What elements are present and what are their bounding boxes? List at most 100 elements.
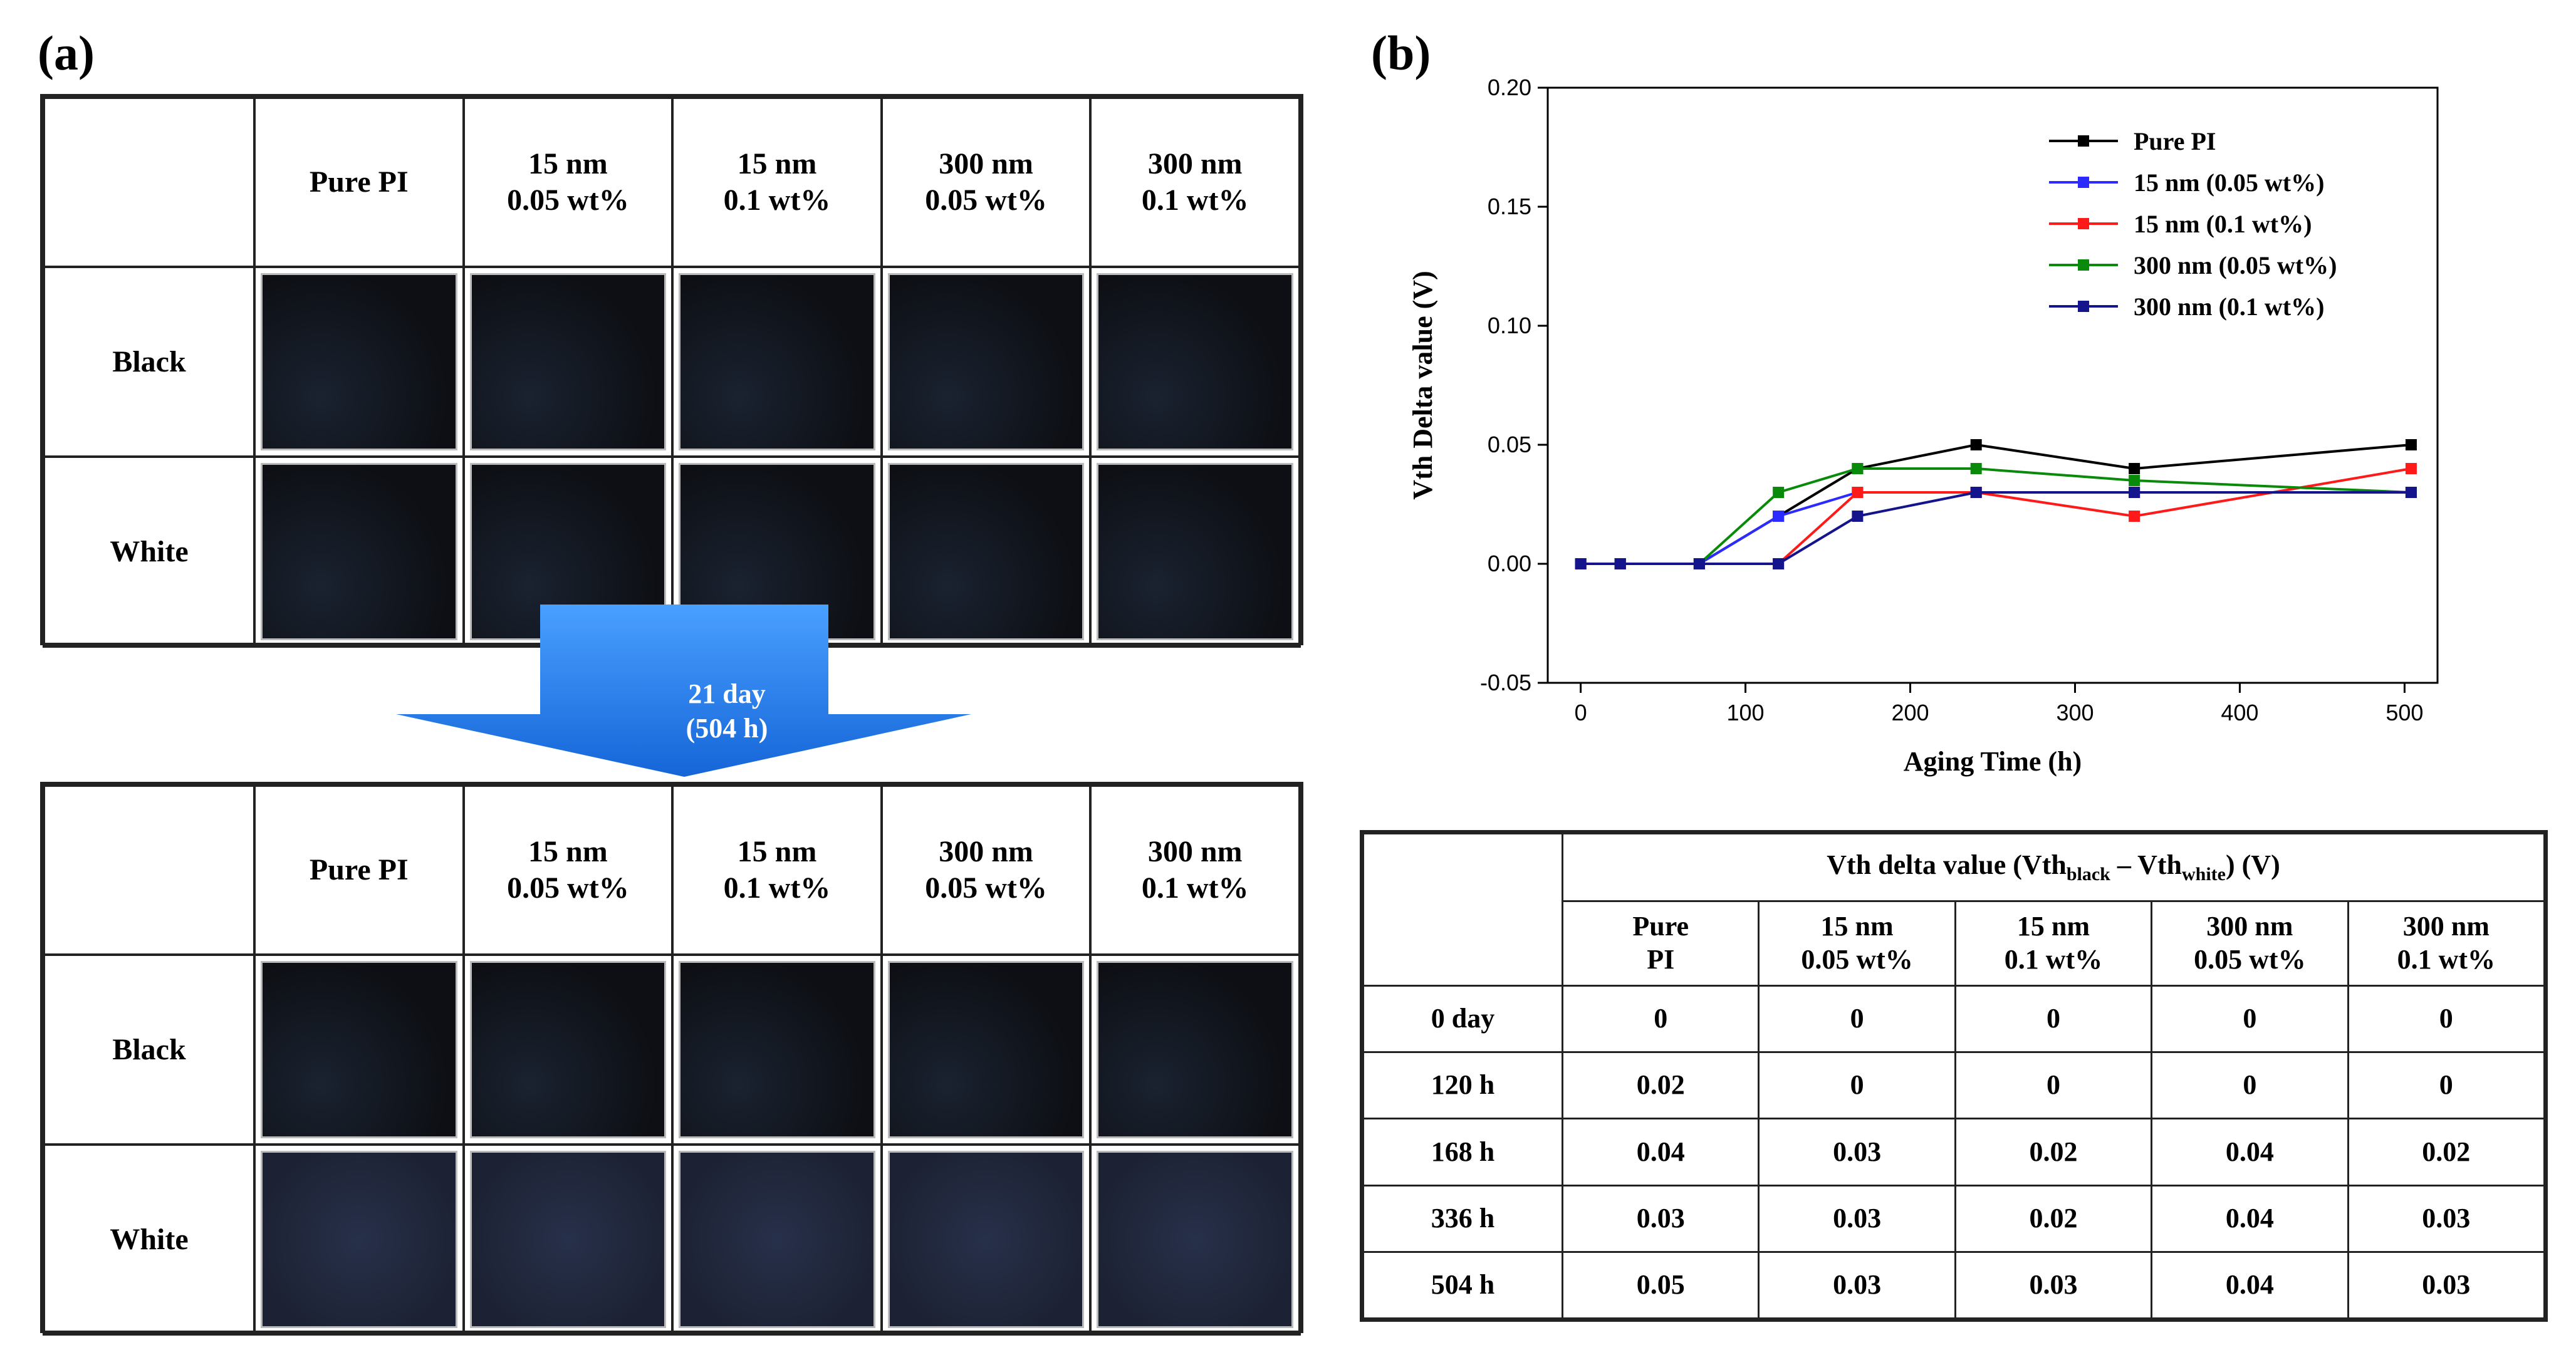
y-tick-label: 0.15 — [1488, 194, 1531, 219]
row-label: 336 h — [1362, 1184, 1563, 1253]
sample-image — [261, 463, 457, 640]
table-row: 336 h 0.03 0.03 0.02 0.04 0.03 — [1362, 1184, 2546, 1253]
table-col-header: 15 nm 0.1 wt% — [1954, 900, 2153, 987]
y-tick-label: 0.00 — [1488, 551, 1531, 576]
table-cell: 0.02 — [2347, 1118, 2546, 1186]
series-line — [1580, 443, 2412, 565]
legend-label: 300 nm (0.05 wt%) — [2134, 251, 2337, 279]
data-point — [2405, 439, 2417, 450]
sample-image — [261, 961, 457, 1138]
sample-image — [261, 273, 457, 450]
col-header-300nm-005: 300 nm 0.05 wt% — [880, 784, 1092, 956]
row-label: 120 h — [1362, 1051, 1563, 1120]
x-axis-label: Aging Time (h) — [1904, 746, 2082, 777]
sample-image — [679, 273, 875, 450]
sample-image — [679, 1151, 875, 1328]
x-tick-label: 200 — [1891, 700, 1929, 725]
table-cell: 0.02 — [1954, 1184, 2153, 1253]
data-point — [1773, 511, 1785, 522]
table-cell: 0.03 — [1758, 1250, 1956, 1320]
row-label-black: Black — [43, 266, 256, 458]
table-cell: 0 — [1954, 984, 2153, 1054]
table-cell: 0 — [1561, 984, 1760, 1054]
table-cell: 0.03 — [2347, 1184, 2546, 1253]
x-tick-label: 500 — [2386, 700, 2423, 725]
table-cell: 0.04 — [2151, 1250, 2349, 1320]
sample-image — [887, 463, 1085, 640]
sample-image — [1097, 961, 1293, 1138]
data-point — [2129, 475, 2141, 486]
y-tick-label: 0.20 — [1488, 75, 1531, 100]
legend-label: 15 nm (0.1 wt%) — [2134, 210, 2312, 238]
row-label: 0 day — [1362, 984, 1563, 1054]
row-label: 504 h — [1362, 1250, 1563, 1320]
table-cell: 0.03 — [1758, 1118, 1956, 1186]
sample-image — [261, 1151, 457, 1328]
table-cell: 0 — [2151, 1051, 2349, 1120]
legend-marker — [2078, 301, 2089, 312]
data-point — [1614, 558, 1626, 569]
table-cell: 0.03 — [1954, 1250, 2153, 1320]
y-tick-label: -0.05 — [1480, 670, 1531, 695]
plot-frame — [1546, 86, 2439, 684]
x-tick-label: 400 — [2221, 700, 2258, 725]
data-point — [1693, 558, 1705, 569]
col-header-15nm-01: 15 nm 0.1 wt% — [671, 96, 883, 268]
col-header-300nm-01: 300 nm 0.1 wt% — [1089, 784, 1301, 956]
table-cell: 0.04 — [1561, 1118, 1760, 1186]
table-cell: 0 — [1758, 1051, 1956, 1120]
corner-cell — [43, 784, 256, 956]
table-cell: 0 — [2347, 1051, 2546, 1120]
sample-image — [1097, 273, 1293, 450]
panel-b-label: (b) — [1371, 26, 1431, 80]
table-cell: 0.04 — [2151, 1184, 2349, 1253]
sample-grid-after: Pure PI 15 nm 0.05 wt% 15 nm 0.1 wt% 300 n… — [40, 782, 1303, 1336]
col-header-pure-pi: Pure PI — [253, 96, 465, 268]
sample-image — [887, 273, 1085, 450]
panel-a-label: (a) — [38, 26, 95, 80]
sample-image — [469, 1151, 667, 1328]
row-label: 168 h — [1362, 1118, 1563, 1186]
data-point — [1970, 463, 1982, 474]
x-tick-label: 0 — [1575, 700, 1587, 725]
sample-grid-before: Pure PI 15 nm 0.05 wt% 15 nm 0.1 wt% 300 n… — [40, 94, 1303, 648]
table-col-header: 300 nm 0.05 wt% — [2151, 900, 2349, 987]
data-point — [2405, 463, 2417, 474]
sample-image — [469, 463, 667, 640]
legend-label: Pure PI — [2134, 127, 2216, 155]
sample-image — [679, 463, 875, 640]
data-point — [1773, 487, 1785, 498]
sample-image — [1097, 463, 1293, 640]
table-cell: 0.03 — [2347, 1250, 2546, 1320]
table-row: 168 h 0.04 0.03 0.02 0.04 0.02 — [1362, 1118, 2546, 1186]
row-label-black: Black — [43, 953, 256, 1146]
data-point — [1773, 558, 1785, 569]
table-cell: 0.05 — [1561, 1250, 1760, 1320]
sample-image — [469, 961, 667, 1138]
series-line — [1580, 491, 2411, 565]
sample-image — [679, 961, 875, 1138]
table-row: 120 h 0.02 0 0 0 0 — [1362, 1051, 2546, 1120]
y-tick-label: 0.05 — [1488, 432, 1531, 457]
table-row: 504 h 0.05 0.03 0.03 0.04 0.03 — [1362, 1250, 2546, 1320]
table-cell: 0.02 — [1561, 1051, 1760, 1120]
sample-image — [1097, 1151, 1293, 1328]
series-line — [1580, 467, 2412, 565]
data-point — [1852, 487, 1864, 498]
data-point — [2405, 487, 2417, 498]
table-cell: 0 — [2151, 984, 2349, 1054]
data-point — [1970, 439, 1982, 450]
data-point — [2129, 487, 2141, 498]
series-line — [1580, 467, 2412, 565]
corner-cell — [43, 96, 256, 268]
table-col-header: 15 nm 0.05 wt% — [1758, 900, 1956, 987]
col-header-300nm-005: 300 nm 0.05 wt% — [880, 96, 1092, 268]
data-point — [1852, 511, 1864, 522]
sample-image — [887, 1151, 1085, 1328]
data-point — [2129, 511, 2141, 522]
x-tick-label: 100 — [1727, 700, 1765, 725]
arrow-label: 21 day (504 h) — [686, 678, 768, 744]
row-label-white: White — [43, 455, 256, 648]
table-cell: 0 — [1954, 1051, 2153, 1120]
series-line — [1580, 491, 2411, 565]
